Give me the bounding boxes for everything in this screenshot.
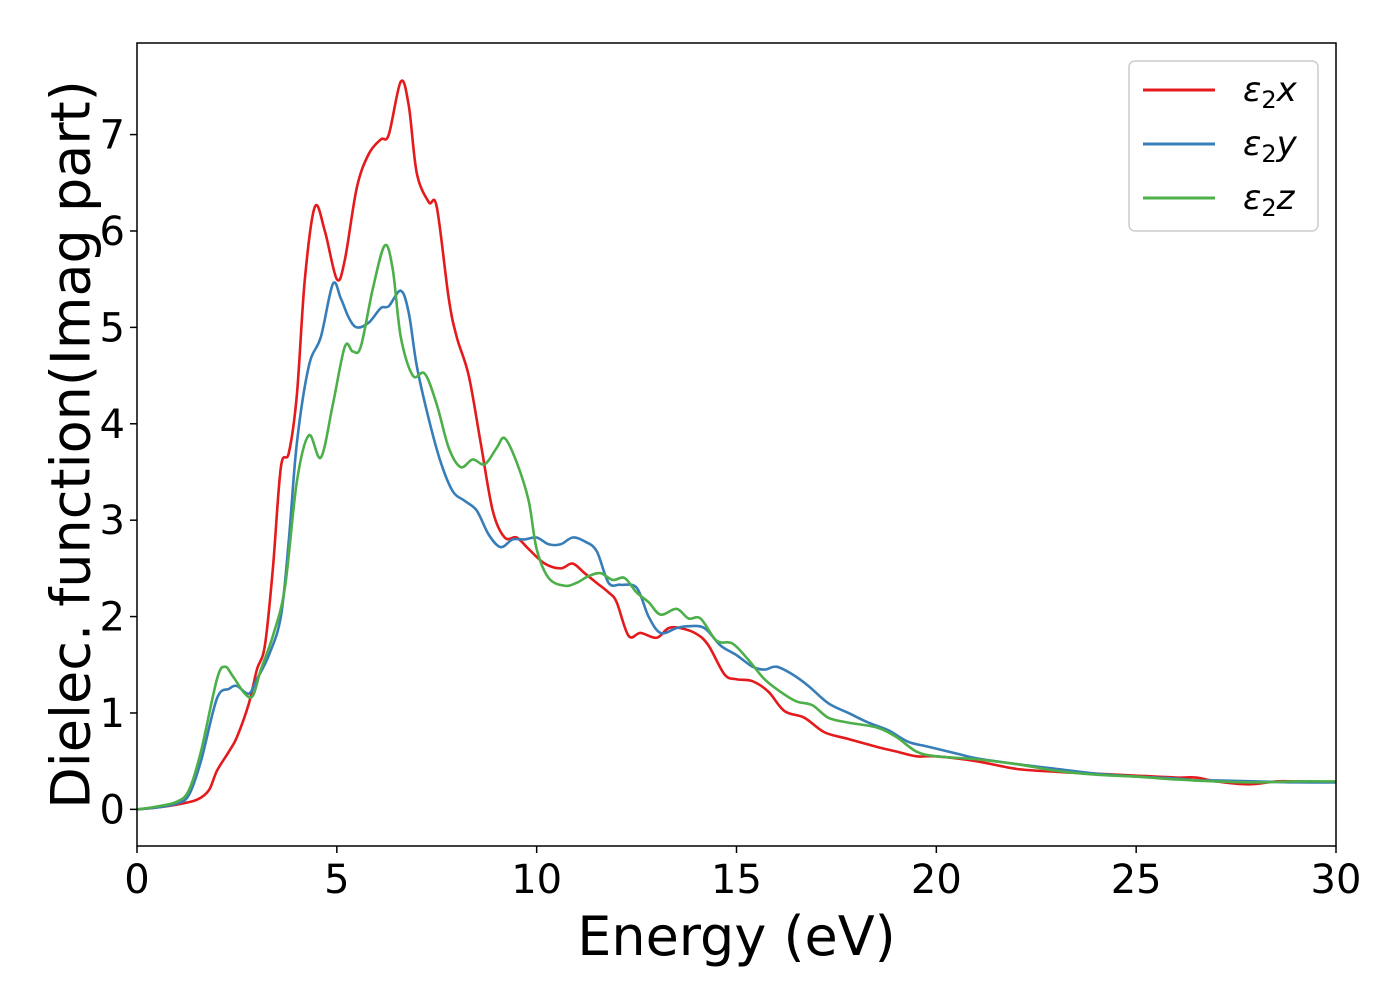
y-tick-label: 5 — [100, 305, 125, 351]
y-tick-label: 2 — [100, 595, 125, 641]
series-line-y — [136, 281, 1337, 811]
y-tick-label: 3 — [100, 498, 125, 544]
series-line-z — [136, 243, 1337, 811]
x-tick-label: 15 — [711, 857, 762, 903]
legend-box — [1128, 60, 1319, 232]
legend-item-x: ε2x — [1143, 70, 1298, 114]
legend: ε2x ε2y ε2z — [1128, 60, 1319, 232]
legend-item-z: ε2z — [1143, 178, 1296, 222]
legend-label: ε2z — [1243, 178, 1296, 222]
axis-ticks: 0 5 10 15 20 25 30 0 1 2 3 4 5 6 7 — [100, 113, 1362, 903]
x-axis-title: Energy (eV) — [577, 905, 896, 968]
x-tick-label: 5 — [324, 857, 349, 903]
x-tick-label: 0 — [124, 857, 149, 903]
legend-label: ε2x — [1243, 70, 1298, 114]
y-tick-label: 7 — [100, 113, 125, 159]
y-tick-label: 1 — [100, 691, 125, 737]
x-tick-label: 30 — [1311, 857, 1362, 903]
y-axis-title: Dielec. function(Imag part) — [40, 80, 103, 809]
x-tick-label: 10 — [511, 857, 562, 903]
x-tick-label: 20 — [911, 857, 962, 903]
y-tick-label: 6 — [100, 209, 125, 255]
x-tick-label: 25 — [1111, 857, 1162, 903]
y-tick-label: 0 — [100, 787, 125, 833]
legend-label: ε2y — [1243, 124, 1298, 168]
y-tick-label: 4 — [100, 402, 125, 448]
legend-item-y: ε2y — [1143, 124, 1298, 168]
series-lines — [136, 79, 1337, 811]
series-line-x — [136, 79, 1337, 811]
